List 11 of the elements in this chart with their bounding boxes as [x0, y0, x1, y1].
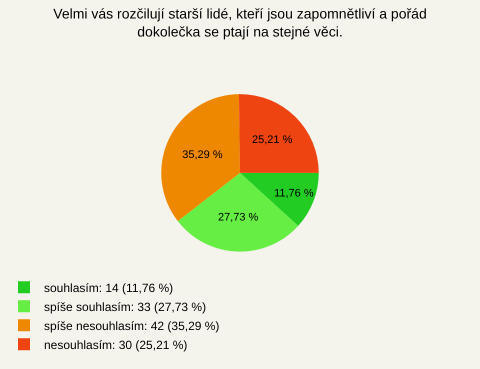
chart-title: Velmi vás rozčilují starší lidé, kteří jsou zapomnětliví a pořád dokolečka se ptají na stejné věci. — [53, 5, 427, 40]
data-label: 11,76 % — [274, 188, 314, 200]
data-label: 25,21 % — [252, 134, 293, 146]
legend-label: souhlasím: 14 (11,76 %) — [44, 280, 174, 295]
legend-label: nesouhlasím: 30 (25,21 %) — [44, 338, 188, 352]
legend-label: spíše souhlasím: 33 (27,73 %) — [44, 300, 206, 314]
data-label: 27,73 % — [218, 211, 259, 224]
data-label: 35,29 % — [182, 148, 223, 161]
pie-slice — [238, 94, 319, 173]
legend-label: spíše nesouhlasím: 42 (35,29 %) — [44, 318, 220, 333]
pie-slice — [178, 172, 298, 252]
